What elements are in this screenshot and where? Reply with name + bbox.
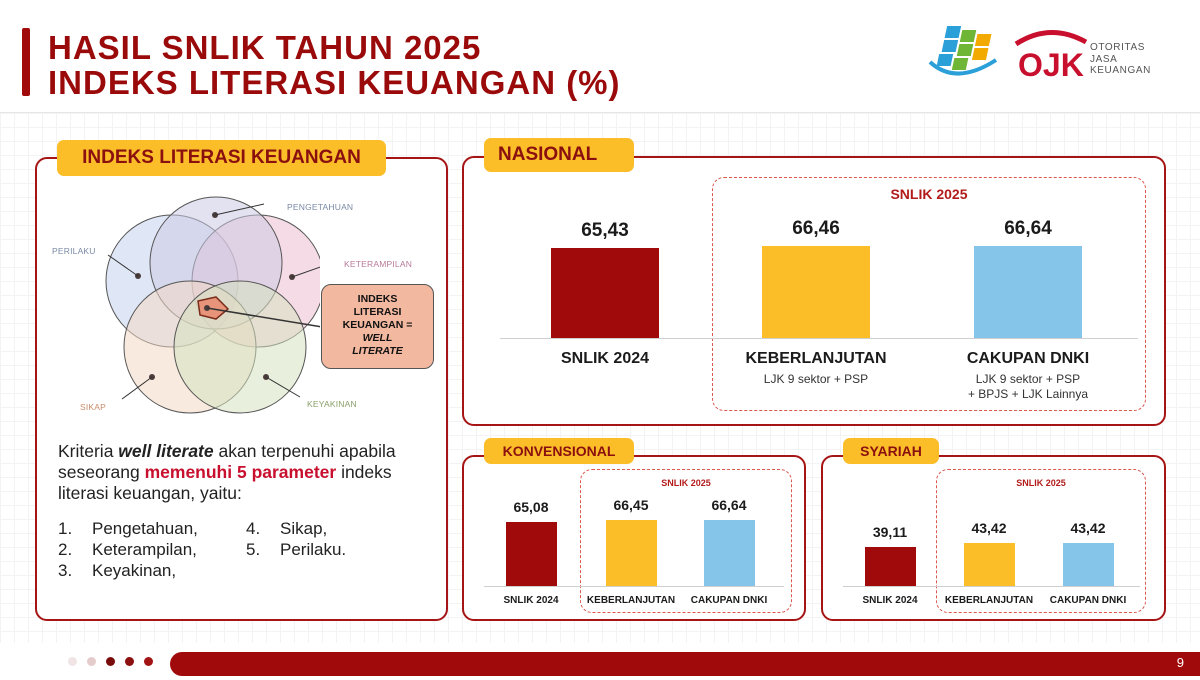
callout-line-3: KEUANGAN = (342, 319, 413, 331)
nasional-bar-1 (551, 247, 659, 338)
venn-label-keyakinan: KEYAKINAN (307, 399, 357, 409)
syariah-value-label-3: 43,42 (1070, 520, 1106, 536)
syariah-category-label-1: SNLIK 2024 (862, 595, 918, 606)
page-number: 9 (1176, 655, 1184, 670)
venn-label-perilaku: PERILAKU (52, 246, 96, 256)
syariah-panel (821, 455, 1166, 621)
venn-label-pengetahuan: PENGETAHUAN (287, 202, 354, 212)
nasional-baseline (500, 338, 1138, 339)
list-item: 5. Perilaku. (246, 539, 346, 560)
venn-label-keterampilan: KETERAMPILAN (344, 259, 413, 269)
syariah-bar-3 (1062, 543, 1114, 586)
ojk-text-line-3: KEUANGAN (1090, 65, 1151, 76)
nasional-snlik2025-group: SNLIK 2025 (712, 177, 1146, 411)
nasional-bar-2 (762, 246, 870, 338)
konvensional-bar-3 (703, 520, 755, 586)
nasional-tag: NASIONAL (484, 138, 634, 172)
list-item-number: 3. (58, 561, 73, 580)
ojk-logo-text: OTORITAS JASA KEUANGAN (1090, 42, 1151, 77)
list-item: 2. Keterampilan, (58, 539, 198, 560)
header-divider (0, 112, 1200, 113)
list-item-label: Keterampilan, (92, 540, 197, 559)
konvensional-bar-1 (505, 521, 557, 586)
footer-bar (170, 652, 1200, 676)
venn-diagram (105, 196, 320, 414)
syariah-category-label-2: KEBERLANJUTAN (944, 595, 1034, 606)
syariah-baseline (843, 586, 1140, 587)
konvensional-tag: KONVENSIONAL (484, 438, 634, 464)
well-literate-criteria-text: Kriteria well literate akan terpenuhi ap… (58, 441, 438, 504)
list-item: 1. Pengetahuan, (58, 518, 198, 539)
venn-circle-keyakinan (173, 280, 307, 414)
konvensional-group-label: SNLIK 2025 (661, 478, 711, 488)
list-item-label: Perilaku. (280, 540, 347, 559)
nasional-category-label-1: SNLIK 2024 (560, 350, 650, 367)
list-item-label: Keyakinan, (92, 561, 177, 580)
ojk-logo-icon: OJK (1014, 30, 1088, 82)
list-item-label: Sikap, (280, 519, 328, 538)
nasional-value-label-1: 65,43 (581, 219, 629, 241)
ojk-mark: OJK (1018, 47, 1084, 82)
list-item: 4. Sikap, (246, 518, 346, 539)
progress-dot (87, 657, 96, 666)
progress-dot (68, 657, 77, 666)
bps-logo-icon (928, 26, 998, 76)
title-line-2: INDEKS LITERASI KEUANGAN (%) (48, 64, 621, 101)
page-title: HASIL SNLIK TAHUN 2025 INDEKS LITERASI K… (48, 30, 621, 100)
konvensional-category-label-1: SNLIK 2024 (503, 595, 559, 606)
parameter-list-right: 4. Sikap, 5. Perilaku. (246, 518, 346, 560)
nasional-category-note-2: LJK 9 sektor + PSP (763, 372, 869, 386)
konvensional-value-label-3: 66,64 (711, 497, 747, 514)
nasional-bar-3 (974, 246, 1082, 338)
criteria-part-3: akan terpenuhi apabila seseorang (58, 441, 396, 482)
nasional-value-label-3: 66,64 (1004, 218, 1052, 240)
venn-center-highlight (197, 296, 230, 320)
konvensional-snlik2025-group: SNLIK 2025 (580, 469, 792, 613)
venn-label-sikap: SIKAP (80, 402, 107, 412)
konvensional-value-label-2: 66,45 (613, 497, 649, 514)
nasional-value-label-2: 66,46 (792, 218, 840, 240)
criteria-part-2: well literate (118, 441, 214, 461)
syariah-tag: SYARIAH (843, 438, 939, 464)
title-line-1: HASIL SNLIK TAHUN 2025 (48, 29, 482, 66)
criteria-part-1: Kriteria (58, 441, 119, 461)
nasional-category-label-2: KEBERLANJUTAN (745, 350, 887, 367)
literacy-index-tag: INDEKS LITERASI KEUANGAN (57, 140, 386, 176)
nasional-category-label-3: CAKUPAN DNKI (966, 350, 1090, 367)
callout-line-4: WELL (362, 332, 393, 344)
parameter-list-left: 1. Pengetahuan, 2. Keterampilan, 3. Keyakin… (58, 518, 198, 581)
progress-dot (125, 657, 134, 666)
list-item-number: 1. (58, 519, 73, 538)
callout-line-1: INDEKS (357, 293, 398, 305)
list-item-label: Pengetahuan, (92, 519, 198, 538)
syariah-group-label: SNLIK 2025 (1016, 478, 1066, 488)
konvensional-category-label-2: KEBERLANJUTAN (586, 595, 676, 606)
konvensional-baseline (484, 586, 784, 587)
title-accent-bar (22, 28, 30, 96)
syariah-bar-2 (963, 543, 1015, 586)
list-item-number: 2. (58, 540, 73, 559)
criteria-part-4: memenuhi 5 parameter (144, 462, 337, 482)
ojk-text-line-2: JASA (1090, 53, 1118, 65)
callout-line-5: LITERATE (352, 345, 403, 357)
criteria-part-5: indeks literasi keuangan, yaitu: (58, 462, 392, 503)
progress-dot (106, 657, 115, 666)
nasional-category-note-3: LJK 9 sektor + PSP + BPJS + LJK Lainnya (967, 372, 1089, 401)
syariah-category-label-3: CAKUPAN DNKI (1049, 595, 1127, 606)
list-item-number: 4. (246, 519, 261, 538)
progress-dot (144, 657, 153, 666)
well-literate-callout: INDEKS LITERASI KEUANGAN = WELL LITERATE (321, 284, 434, 369)
ojk-text-line-1: OTORITAS (1090, 42, 1145, 53)
syariah-value-label-1: 39,11 (872, 524, 908, 541)
list-item-number: 5. (246, 540, 261, 559)
konvensional-value-label-1: 65,08 (513, 498, 549, 515)
syariah-snlik2025-group: SNLIK 2025 (936, 469, 1146, 613)
nasional-group-label: SNLIK 2025 (890, 186, 968, 202)
callout-line-2: LITERASI (353, 306, 402, 318)
konvensional-category-label-3: CAKUPAN DNKI (690, 595, 768, 606)
syariah-bar-1 (864, 547, 916, 586)
list-item: 3. Keyakinan, (58, 560, 198, 581)
konvensional-bar-2 (605, 520, 657, 586)
syariah-value-label-2: 43,42 (971, 520, 1007, 536)
